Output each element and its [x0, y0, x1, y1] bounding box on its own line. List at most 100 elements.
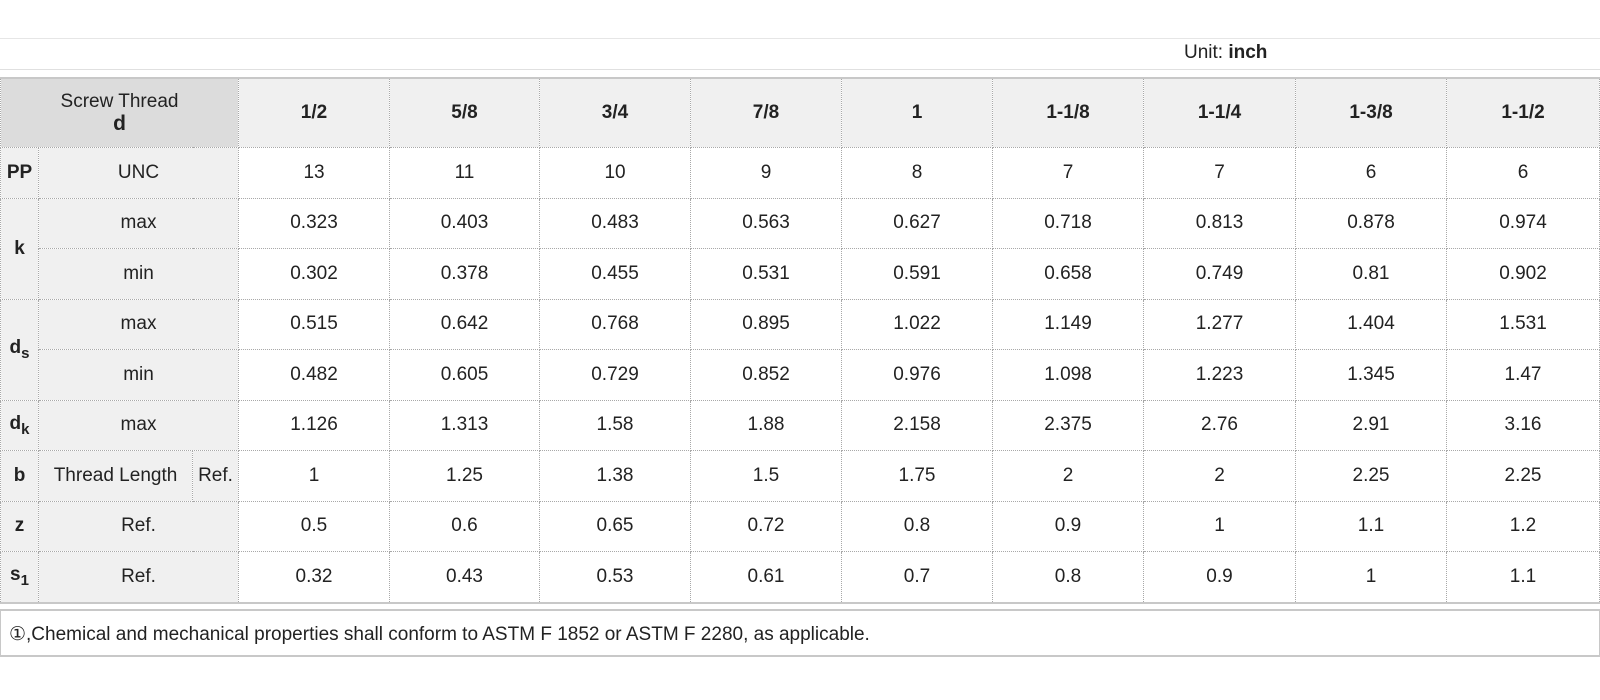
cell: 1.149	[992, 298, 1145, 350]
cell: 0.515	[238, 298, 391, 350]
cell: 0.768	[539, 298, 692, 350]
cell: 1.345	[1295, 349, 1448, 401]
cell: 0.658	[992, 248, 1145, 300]
cell: 1.022	[841, 298, 994, 350]
cell: 0.6	[389, 500, 541, 552]
table-row-k-max: k max 0.323 0.403 0.483 0.563 0.627 0.71…	[0, 197, 1600, 300]
cell: 0.81	[1295, 248, 1448, 300]
cell: 1.5	[690, 450, 843, 502]
cell: 1.223	[1143, 349, 1297, 401]
cell: 0.482	[238, 349, 391, 401]
cell: 0.627	[841, 197, 994, 249]
cell: 1.098	[992, 349, 1145, 401]
cell: 2.91	[1295, 399, 1448, 451]
cell: 0.813	[1143, 197, 1297, 249]
table-row-s1: s1 Ref. 0.32 0.43 0.53 0.61 0.7 0.8 0.9 …	[0, 551, 1600, 603]
cell: 0.531	[690, 248, 843, 300]
cell: 1	[238, 450, 391, 502]
size-header: 7/8	[690, 77, 843, 148]
cell: 0.563	[690, 197, 843, 249]
cell: 0.483	[539, 197, 692, 249]
cell: 1.75	[841, 450, 994, 502]
row-symbol-sub: s	[21, 345, 30, 362]
row-symbol: s1	[0, 551, 39, 603]
cell: 3.16	[1446, 399, 1600, 451]
cell: 1.1	[1446, 551, 1600, 603]
cell: 11	[389, 147, 541, 199]
cell: 0.43	[389, 551, 541, 603]
cell: 0.749	[1143, 248, 1297, 300]
row-label: min	[37, 349, 240, 401]
cell: 0.902	[1446, 248, 1600, 300]
table-row-ds-min: min 0.482 0.605 0.729 0.852 0.976 1.098 …	[1, 349, 1600, 401]
row-label: max	[37, 298, 240, 350]
cell: 8	[841, 147, 994, 199]
cell: 1.404	[1295, 298, 1448, 350]
unit-bar	[0, 39, 1600, 70]
cell: 1.277	[1143, 298, 1297, 350]
cell: 0.9	[1143, 551, 1297, 603]
cell: 6	[1446, 147, 1600, 199]
cell: 13	[238, 147, 391, 199]
footnote-box: ①,Chemical and mechanical properties sha…	[0, 609, 1600, 657]
header-row: Screw Thread d 1/2 5/8 3/4 7/8 1 1-1/8 1…	[0, 77, 1600, 148]
row-label: max	[37, 399, 240, 451]
cell: 0.323	[238, 197, 391, 249]
row-symbol: b	[0, 450, 39, 502]
top-divider	[0, 38, 1600, 39]
cell: 0.591	[841, 248, 994, 300]
unit-label-text: Unit:	[1184, 42, 1224, 63]
cell: 1	[1143, 500, 1297, 552]
cell: 2.76	[1143, 399, 1297, 451]
cell: 0.974	[1446, 197, 1600, 249]
row-symbol-sub: k	[21, 420, 30, 438]
table-row-z: z Ref. 0.5 0.6 0.65 0.72 0.8 0.9 1 1.1 1…	[0, 500, 1600, 552]
header-corner: Screw Thread d	[0, 77, 240, 148]
cell: 1.313	[389, 399, 541, 451]
cell: 1.58	[539, 399, 692, 451]
cell: 0.403	[389, 197, 541, 249]
table-row-dk-max: dk max 1.126 1.313 1.58 1.88 2.158 2.375…	[0, 399, 1600, 451]
cell: 1.25	[389, 450, 541, 502]
cell: 0.53	[539, 551, 692, 603]
cell: 6	[1295, 147, 1448, 199]
unit-label: Unit: inch	[1184, 42, 1267, 64]
cell: 1.126	[238, 399, 391, 451]
size-header: 1-1/8	[992, 77, 1145, 148]
row-label: min	[37, 248, 240, 300]
row-symbol-main: d	[9, 337, 22, 358]
table-row-ds-max: ds max 0.515 0.642 0.768 0.895 1.022 1.1…	[0, 298, 1600, 401]
cell: 2.158	[841, 399, 994, 451]
cell: 7	[1143, 147, 1297, 199]
row-label-ref: Ref.	[191, 450, 240, 502]
cell: 0.7	[841, 551, 994, 603]
row-label: Ref.	[37, 551, 240, 603]
cell: 0.455	[539, 248, 692, 300]
cell: 1.47	[1446, 349, 1600, 401]
unit-value: inch	[1228, 42, 1268, 63]
row-label: max	[37, 197, 240, 249]
spec-table: Screw Thread d 1/2 5/8 3/4 7/8 1 1-1/8 1…	[0, 77, 1600, 604]
row-symbol: ds	[0, 298, 39, 401]
cell: 0.9	[992, 500, 1145, 552]
table-row-k-min: min 0.302 0.378 0.455 0.531 0.591 0.658 …	[1, 248, 1600, 300]
cell: 2	[992, 450, 1145, 502]
cell: 0.65	[539, 500, 692, 552]
cell: 0.976	[841, 349, 994, 401]
cell: 1.88	[690, 399, 843, 451]
header-title: Screw Thread	[60, 91, 179, 112]
cell: 0.378	[389, 248, 541, 300]
row-label: Thread Length	[38, 450, 193, 502]
row-symbol-main: s	[10, 564, 21, 586]
size-header: 1-1/4	[1143, 77, 1297, 148]
row-label: UNC	[37, 147, 240, 199]
row-symbol-main: d	[9, 412, 22, 434]
cell: 0.852	[690, 349, 843, 401]
row-symbol: PP	[0, 147, 39, 199]
size-header: 1-3/8	[1295, 77, 1448, 148]
cell: 0.895	[690, 298, 843, 350]
cell: 0.8	[841, 500, 994, 552]
size-header: 5/8	[389, 77, 541, 148]
size-header: 1	[841, 77, 994, 148]
cell: 10	[539, 147, 692, 199]
